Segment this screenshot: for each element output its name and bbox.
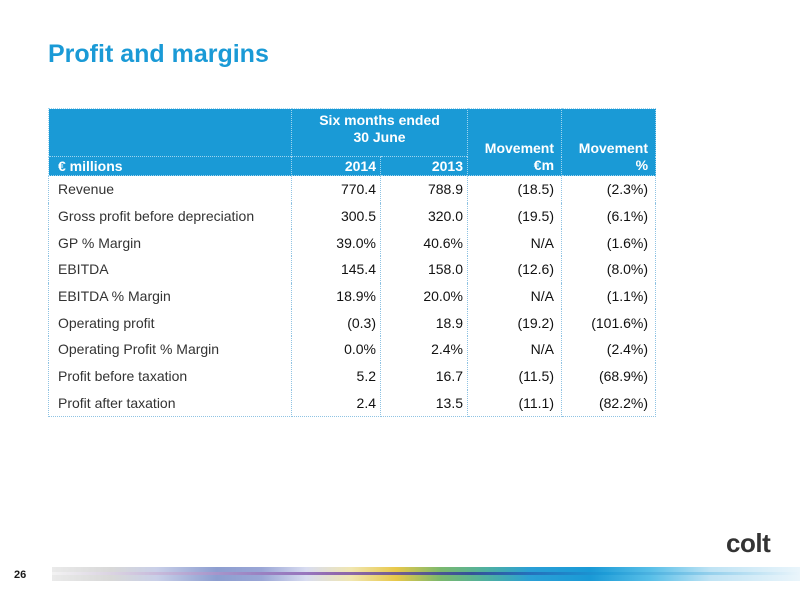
unit-label-header: € millions [48,156,292,176]
value-2013: 40.6% [379,229,469,257]
row-label: EBITDA [48,256,292,283]
year-2013-header: 2013 [379,156,469,176]
value-2013: 158.0 [379,256,469,283]
movement-pct-line2: % [635,157,649,173]
value-2013: 788.9 [379,175,469,203]
movement-abs: (19.5) [467,202,563,230]
table-header: Six months ended 30 June Movement €m Mov… [48,108,657,176]
value-2013: 16.7 [379,362,469,390]
value-2014: 145.4 [291,256,381,283]
table-row: Revenue 770.4 788.9 (18.5) (2.3%) [48,175,657,203]
table-row: EBITDA 145.4 158.0 (12.6) (8.0%) [48,256,657,283]
value-2014: 2.4 [291,389,381,418]
value-2013: 18.9 [379,309,469,337]
table-row: Gross profit before depreciation 300.5 3… [48,202,657,230]
table-row: GP % Margin 39.0% 40.6% N/A (1.6%) [48,229,657,257]
movement-pct-line1: Movement [578,140,649,156]
period-group-line2: 30 June [353,129,406,145]
movement-pct-header: Movement % [561,108,657,176]
movement-pct: (68.9%) [561,362,657,390]
value-2014: 300.5 [291,202,381,230]
period-group-header: Six months ended 30 June [290,108,469,157]
header-blank-cell [48,108,292,157]
value-2014: 18.9% [291,282,381,310]
row-label: Operating profit [48,309,292,337]
value-2014: 770.4 [291,175,381,203]
page-number: 26 [14,569,27,581]
movement-abs: N/A [467,229,563,257]
value-2014: 39.0% [291,229,381,257]
table-row: Profit before taxation 5.2 16.7 (11.5) (… [48,362,657,390]
year-2014-header: 2014 [291,156,381,176]
row-label: GP % Margin [48,229,292,257]
movement-pct: (82.2%) [561,389,657,418]
movement-pct: (1.6%) [561,229,657,257]
table-row: Operating Profit % Margin 0.0% 2.4% N/A … [48,336,657,363]
movement-abs: N/A [467,282,563,310]
value-2013: 2.4% [379,336,469,363]
table-body: Revenue 770.4 788.9 (18.5) (2.3%) Gross … [48,175,657,418]
movement-pct: (2.4%) [561,336,657,363]
row-label: Profit before taxation [48,362,292,390]
slide-title: Profit and margins [48,40,269,68]
movement-abs: (12.6) [467,256,563,283]
period-group-line1: Six months ended [319,112,440,128]
row-label: Gross profit before depreciation [48,202,292,230]
movement-abs: (11.1) [467,389,563,418]
value-2013: 320.0 [379,202,469,230]
movement-pct: (2.3%) [561,175,657,203]
header-row-top: Six months ended 30 June Movement €m Mov… [48,108,657,176]
header-row-bottom: € millions 2014 2013 [48,156,656,176]
table-row: Operating profit (0.3) 18.9 (19.2) (101.… [48,309,657,337]
profit-margins-table: Six months ended 30 June Movement €m Mov… [48,108,657,418]
value-2014: (0.3) [291,309,381,337]
movement-pct: (8.0%) [561,256,657,283]
table-row: Profit after taxation 2.4 13.5 (11.1) (8… [48,389,657,418]
row-label: Profit after taxation [48,389,292,418]
row-label: Operating Profit % Margin [48,336,292,363]
movement-abs-header: Movement €m [467,108,563,176]
row-label: Revenue [48,175,292,203]
colt-logo: colt [726,528,771,558]
movement-pct: (1.1%) [561,282,657,310]
value-2014: 5.2 [291,362,381,390]
movement-abs-line1: Movement [484,140,555,156]
row-label: EBITDA % Margin [48,282,292,310]
table-row: EBITDA % Margin 18.9% 20.0% N/A (1.1%) [48,282,657,310]
decorative-color-band [52,567,800,581]
value-2014: 0.0% [291,336,381,363]
value-2013: 13.5 [379,389,469,418]
movement-abs: (11.5) [467,362,563,390]
movement-abs: N/A [467,336,563,363]
movement-abs: (19.2) [467,309,563,337]
movement-pct: (101.6%) [561,309,657,337]
movement-pct: (6.1%) [561,202,657,230]
movement-abs: (18.5) [467,175,563,203]
movement-abs-line2: €m [533,157,555,173]
value-2013: 20.0% [379,282,469,310]
